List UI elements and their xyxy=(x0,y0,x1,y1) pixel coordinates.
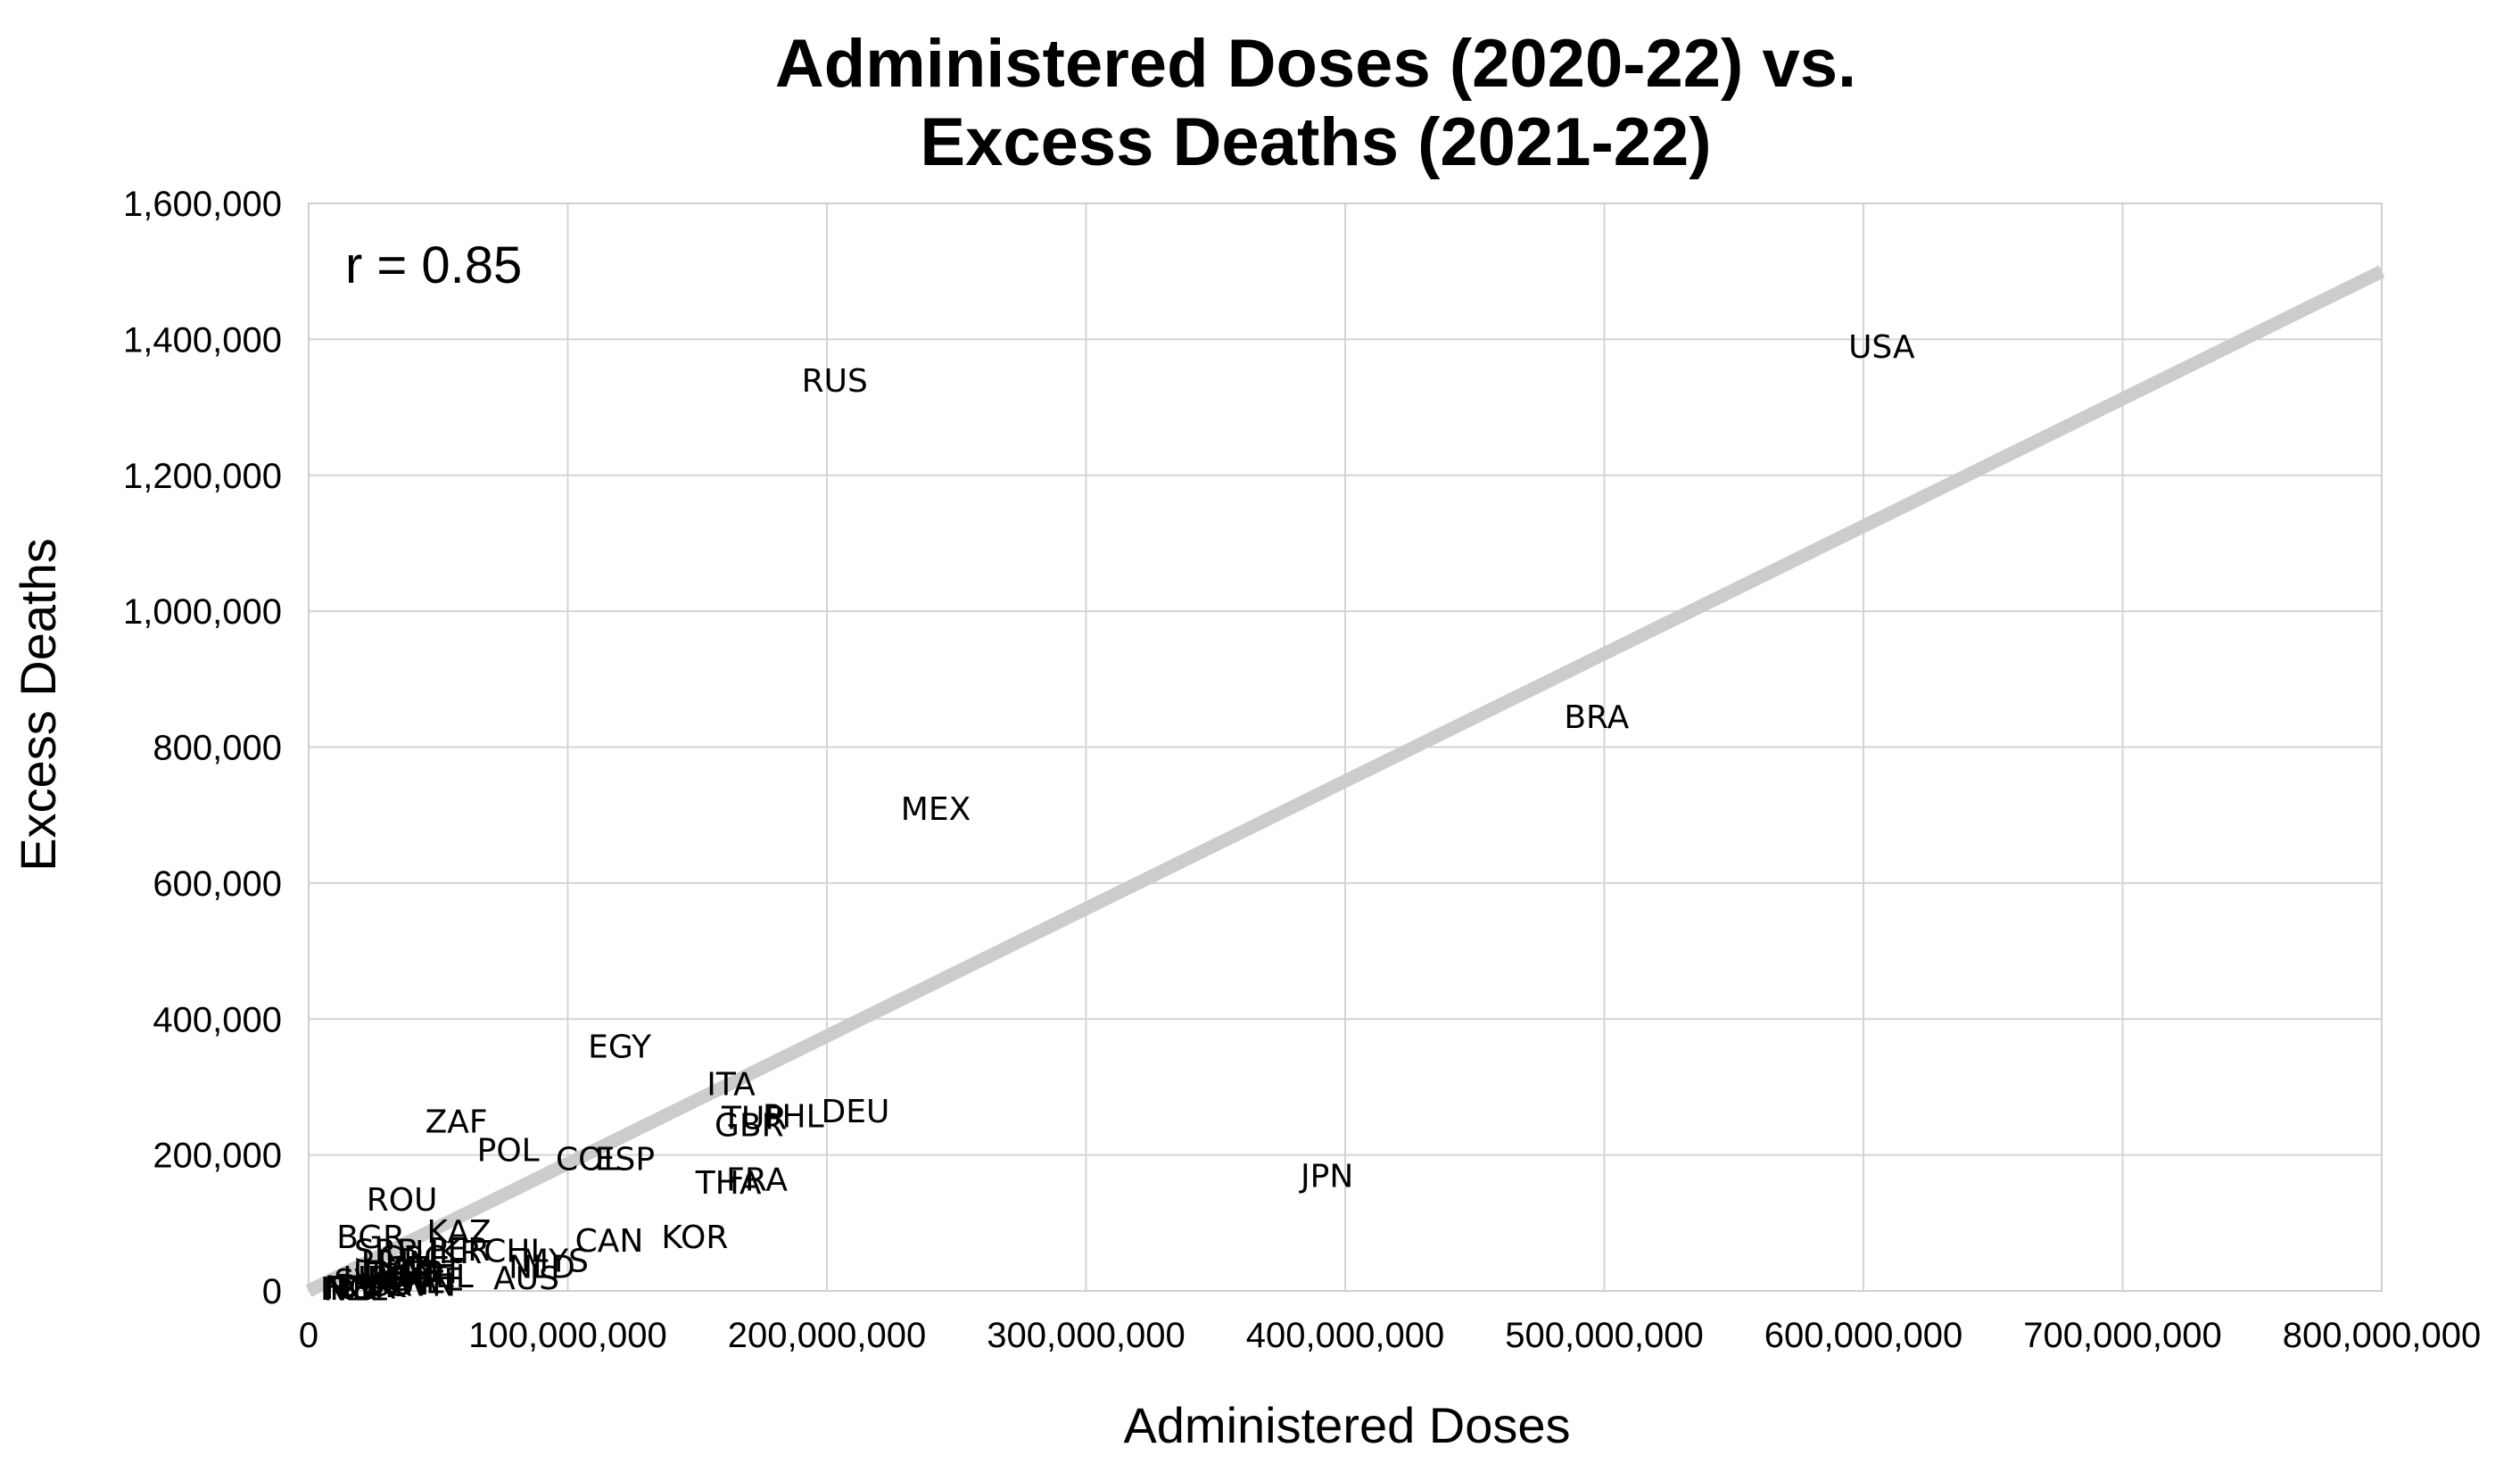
data-point-zaf: ZAF xyxy=(426,1104,488,1141)
x-axis-ticks: 0 100,000,000 200,000,000 300,000,000 400,00… xyxy=(299,1316,2481,1355)
data-point-svk: SVK xyxy=(334,1263,398,1300)
data-point-tur: TUR xyxy=(721,1101,787,1137)
y-tick-label: 600,000 xyxy=(153,864,282,904)
x-tick-label: 700,000,000 xyxy=(2023,1316,2221,1355)
data-point-fra: FRA xyxy=(726,1162,788,1198)
y-tick-label: 1,000,000 xyxy=(123,592,282,632)
data-point-bra: BRA xyxy=(1564,699,1629,736)
correlation-annotation: r = 0.85 xyxy=(345,236,522,294)
chart-title: Administered Doses (2020-22) vs. Excess … xyxy=(775,26,1856,180)
data-point-che: CHE xyxy=(379,1264,446,1301)
data-point-mys: MYS xyxy=(521,1244,589,1280)
data-point-hun: HUN xyxy=(361,1245,433,1282)
data-point-cze: CZE xyxy=(385,1251,450,1287)
y-tick-label: 200,000 xyxy=(153,1137,282,1176)
y-tick-label: 0 xyxy=(262,1272,282,1311)
data-point-phl: PHL xyxy=(763,1098,824,1135)
x-axis-title: Administered Doses xyxy=(1123,1397,1570,1453)
data-point-nzl: NZL xyxy=(323,1272,387,1309)
data-point-col: COL xyxy=(556,1141,622,1178)
data-point-kor: KOR xyxy=(661,1220,728,1256)
data-point-chl: CHL xyxy=(483,1233,548,1269)
data-point-can: CAN xyxy=(575,1223,644,1260)
data-point-fin: FIN xyxy=(324,1270,376,1307)
data-point-ita: ITA xyxy=(706,1067,756,1104)
y-tick-label: 1,600,000 xyxy=(123,185,282,224)
data-point-dnk: DNK xyxy=(336,1269,408,1305)
data-point-grc: GRC xyxy=(378,1240,446,1277)
trendline xyxy=(305,265,2385,1297)
data-point-ukr: UKR xyxy=(415,1235,482,1271)
y-tick-label: 800,000 xyxy=(153,729,282,768)
data-point-jpn: JPN xyxy=(1299,1158,1353,1195)
data-point-isr: ISR xyxy=(360,1267,412,1303)
y-tick-label: 400,000 xyxy=(153,1000,282,1039)
data-point-svn: SVN xyxy=(390,1267,456,1303)
chart-title-line-1: Administered Doses (2020-22) vs. xyxy=(775,26,1856,102)
x-tick-label: 600,000,000 xyxy=(1764,1316,1962,1355)
x-tick-label: 0 xyxy=(299,1316,318,1355)
data-point-gbr: GBR xyxy=(715,1107,784,1144)
y-tick-label: 1,200,000 xyxy=(123,457,282,496)
data-point-nor: NOR xyxy=(325,1269,396,1306)
data-point-per: PER xyxy=(428,1232,490,1269)
data-point-pol: POL xyxy=(477,1133,540,1170)
data-point-swe: SWE xyxy=(392,1261,464,1298)
chart-title-line-2: Excess Deaths (2021-22) xyxy=(920,104,1711,180)
data-point-nld: NLD xyxy=(508,1250,575,1286)
data-point-irl: IRL xyxy=(320,1271,370,1308)
x-tick-label: 300,000,000 xyxy=(987,1316,1185,1355)
data-point-rou: ROU xyxy=(367,1182,438,1219)
data-point-est: EST xyxy=(377,1258,439,1294)
data-point-bel: BEL xyxy=(413,1259,474,1295)
data-point-lva: LVA xyxy=(363,1253,419,1290)
data-point-hrv: HRV xyxy=(343,1261,409,1297)
x-tick-label: 400,000,000 xyxy=(1246,1316,1444,1355)
data-point-aut: AUT xyxy=(369,1266,435,1302)
data-point-kaz: KAZ xyxy=(426,1214,491,1251)
grid-lines xyxy=(308,203,2383,1292)
y-tick-label: 1,400,000 xyxy=(123,320,282,360)
data-point-srb: SRB xyxy=(354,1233,419,1269)
y-axis-title: Excess Deaths xyxy=(10,538,66,872)
y-axis-ticks: 0 200,000 400,000 600,000 800,000 1,000,000 1,… xyxy=(123,185,282,1311)
data-point-mex: MEX xyxy=(901,791,971,828)
x-tick-label: 800,000,000 xyxy=(2283,1316,2481,1355)
data-point-ltu: LTU xyxy=(353,1256,409,1293)
plot-frame xyxy=(308,203,2383,1292)
data-point-aus: AUS xyxy=(493,1261,559,1297)
x-tick-label: 200,000,000 xyxy=(728,1316,926,1355)
data-point-tha: THA xyxy=(695,1165,762,1202)
data-point-prt: PRT xyxy=(403,1255,463,1292)
data-point-usa: USA xyxy=(1848,329,1915,366)
data-point-deu: DEU xyxy=(822,1094,890,1130)
x-tick-label: 100,000,000 xyxy=(468,1316,666,1355)
x-tick-label: 500,000,000 xyxy=(1505,1316,1703,1355)
trendline-segment xyxy=(305,265,2385,1297)
data-point-esp: ESP xyxy=(595,1141,655,1178)
data-point-bgr: BGR xyxy=(336,1220,405,1256)
data-point-egy: EGY xyxy=(588,1030,652,1066)
data-point-rus: RUS xyxy=(802,363,868,400)
